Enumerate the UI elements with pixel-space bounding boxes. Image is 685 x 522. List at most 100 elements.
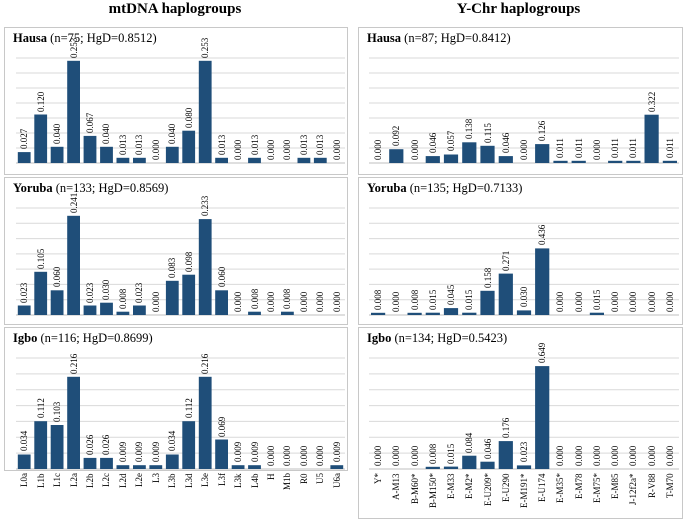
data-label: 0.000	[610, 445, 621, 466]
data-label: 0.023	[19, 282, 30, 303]
data-label: 0.115	[482, 122, 493, 143]
bar-L3e	[198, 219, 212, 315]
bar-B-M150*	[425, 312, 440, 315]
data-label: 0.000	[373, 139, 384, 160]
data-label: 0.013	[216, 134, 227, 155]
mt-igbo-title: Igbo (n=116; HgD=0.8699)	[13, 331, 153, 346]
data-label: 0.013	[134, 134, 145, 155]
bar-E-M33	[443, 466, 459, 469]
data-label: 0.000	[315, 291, 326, 312]
data-label: 0.084	[464, 432, 475, 453]
data-label: 0.008	[427, 443, 438, 464]
bar-L2c	[100, 146, 113, 163]
data-label: 0.009	[150, 441, 161, 463]
y-yoruba-panel: Yoruba (n=135; HgD=0.7133) 0.008 0.000 0.00…	[358, 177, 683, 325]
x-tick-label: L3e	[200, 473, 211, 487]
bar-L1c	[50, 290, 64, 315]
bar-L3b	[165, 280, 179, 315]
bar-E-U290	[498, 441, 513, 469]
data-label: 0.013	[298, 134, 309, 155]
bar-L2a	[67, 215, 80, 315]
data-label: 0.057	[446, 131, 457, 152]
population-name: Yoruba	[13, 181, 53, 195]
bar-L2b	[83, 305, 97, 315]
data-label: 0.040	[52, 123, 63, 144]
bar-L3f	[215, 439, 228, 469]
data-label: 0.030	[101, 279, 112, 300]
data-label: 0.008	[373, 289, 384, 310]
bar-L2e	[133, 305, 146, 315]
bar-E-U209*	[480, 290, 495, 315]
data-label: 0.000	[150, 291, 161, 312]
data-label: 0.216	[200, 353, 211, 374]
bar-L1c	[50, 425, 64, 469]
bar-L2d	[116, 157, 130, 164]
bar-E-M191*	[516, 465, 532, 469]
data-label: 0.000	[519, 139, 529, 160]
data-label: 0.015	[427, 289, 438, 310]
data-label: 0.120	[35, 91, 46, 112]
x-tick-label: L2a	[68, 473, 79, 487]
population-name: Igbo	[13, 331, 38, 345]
data-label: 0.000	[573, 445, 584, 466]
data-label: 0.080	[183, 107, 194, 128]
x-tick-label: J-12f2a*	[628, 473, 639, 506]
x-tick-label: L4b	[249, 473, 260, 489]
bar-Y*	[371, 312, 386, 315]
y-hausa-panel: Hausa (n=87; HgD=0.8412) 0.000 0.092 0.000 0…	[358, 27, 683, 175]
bar-L3k	[231, 465, 245, 469]
data-label: 0.015	[446, 443, 457, 464]
bar-M1b	[281, 311, 294, 315]
x-tick-label: B-M60*	[409, 473, 420, 504]
data-label: 0.138	[464, 119, 475, 140]
mt-yoruba-title: Yoruba (n=133; HgD=0.8569)	[13, 181, 168, 196]
bar-E-U209*	[480, 145, 495, 164]
data-label: 0.040	[101, 123, 112, 144]
data-label: 0.015	[464, 289, 475, 310]
data-label: 0.216	[68, 353, 79, 374]
x-tick-label: L1b	[35, 473, 46, 489]
bar-E-U209*	[480, 461, 495, 469]
data-label: 0.000	[331, 139, 342, 160]
data-label: 0.126	[537, 120, 548, 142]
bar-L4b	[248, 465, 261, 469]
x-tick-label: B-M150*	[427, 472, 438, 508]
bar-L4b	[248, 311, 261, 315]
data-label: 0.013	[117, 134, 128, 155]
bar-J-12f2a*	[626, 160, 641, 163]
population-stats: (n=135; HgD=0.7133)	[406, 181, 523, 195]
bar-L3b	[165, 454, 179, 469]
bar-L2d	[116, 465, 130, 469]
data-label: 0.009	[134, 441, 145, 463]
data-label: 0.008	[282, 288, 293, 309]
bar-L2a	[67, 376, 80, 469]
data-label: 0.046	[427, 132, 438, 154]
y-igbo-panel: Igbo (n=134; HgD=0.5423) 0.000 Y* 0.000 A-M1…	[358, 327, 683, 519]
bar-L1b	[34, 114, 48, 163]
data-label: 0.045	[446, 284, 457, 306]
data-label: 0.000	[409, 445, 420, 466]
bar-U5	[313, 157, 327, 164]
data-label: 0.015	[591, 289, 602, 310]
data-label: 0.241	[68, 192, 79, 213]
x-tick-label: L0a	[19, 473, 30, 487]
data-label: 0.008	[249, 288, 260, 309]
data-label: 0.000	[298, 445, 309, 466]
x-tick-label: U6a	[331, 473, 342, 488]
bar-E-M85	[608, 160, 623, 163]
x-tick-label: E-M75*	[591, 473, 602, 503]
ychr-column-title: Y-Chr haplogroups	[456, 1, 581, 17]
data-label: 0.000	[646, 291, 657, 312]
data-label: 0.000	[331, 291, 342, 312]
x-tick-label: R-V88	[646, 473, 657, 499]
data-label: 0.000	[610, 291, 621, 312]
population-stats: (n=75; HgD=0.8512)	[47, 31, 157, 45]
data-label: 0.000	[555, 291, 566, 312]
data-label: 0.000	[265, 291, 276, 312]
x-tick-label: T-M70	[664, 473, 675, 498]
data-label: 0.000	[282, 445, 293, 466]
data-label: 0.008	[117, 288, 128, 309]
data-label: 0.112	[183, 398, 194, 419]
bar-E-M78	[571, 160, 586, 163]
population-stats: (n=87; HgD=0.8412)	[401, 31, 511, 45]
